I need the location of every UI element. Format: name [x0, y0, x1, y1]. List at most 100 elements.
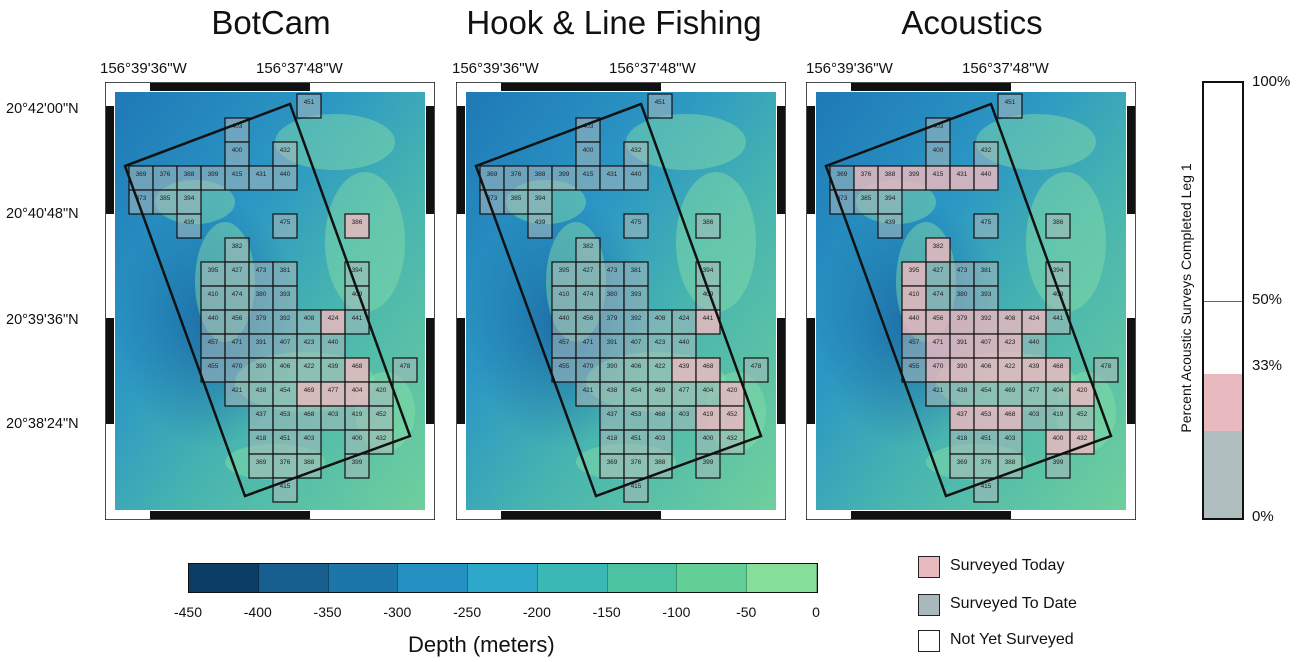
map-svg: 451 403 400 432 369 376 388 399 415 431 440 373 385 3… — [456, 82, 786, 520]
cell-number: 393 — [280, 291, 291, 298]
cell-number: 408 — [655, 315, 666, 322]
lon-label: 156°37'48"W — [609, 60, 696, 77]
cell-number: 418 — [256, 435, 267, 442]
cell-number: 403 — [933, 123, 944, 130]
legend-label-not-surveyed: Not Yet Surveyed — [950, 631, 1074, 648]
colorbar-tick-label: -400 — [243, 604, 272, 620]
survey-cell-to-date — [973, 429, 999, 455]
lon-label: 156°37'48"W — [256, 60, 343, 77]
survey-cell-today — [344, 357, 370, 383]
cell-number: 373 — [136, 195, 147, 202]
survey-cell-to-date — [200, 357, 226, 383]
colorbar-segment — [607, 564, 678, 592]
survey-cell-to-date — [877, 189, 903, 215]
colorbar-tick-label: -350 — [313, 604, 342, 620]
survey-cell-to-date — [949, 261, 975, 287]
survey-cell-to-date — [224, 357, 250, 383]
survey-cell-to-date — [176, 165, 202, 191]
survey-cell-to-date — [248, 429, 274, 455]
cell-number: 380 — [957, 291, 968, 298]
survey-cell-to-date — [647, 453, 673, 479]
cell-number: 399 — [352, 459, 363, 466]
cell-number: 410 — [208, 291, 219, 298]
frame-tick-bar — [501, 83, 661, 91]
cell-number: 474 — [232, 291, 243, 298]
cell-number: 380 — [607, 291, 618, 298]
cell-number: 471 — [232, 339, 243, 346]
colorbar-segment — [468, 564, 538, 592]
frame-tick-bar — [457, 318, 465, 424]
survey-cell-to-date — [623, 333, 649, 359]
cell-number: 382 — [933, 243, 944, 250]
cell-number: 474 — [583, 291, 594, 298]
lat-label: 20°38'24"N — [6, 416, 79, 432]
cell-number: 403 — [1029, 411, 1040, 418]
survey-cell-to-date — [599, 357, 625, 383]
pct-label-50: 50% — [1252, 291, 1283, 308]
survey-cell-to-date — [949, 453, 975, 479]
lat-label: 20°42'00"N — [6, 101, 79, 117]
survey-cell-today — [973, 405, 999, 431]
cell-number: 399 — [1053, 459, 1064, 466]
cell-number: 423 — [655, 339, 666, 346]
survey-cell-to-date — [973, 453, 999, 479]
survey-cell-to-date — [551, 165, 577, 191]
cell-number: 376 — [631, 459, 642, 466]
cell-number: 408 — [304, 315, 315, 322]
survey-cell-to-date — [925, 261, 951, 287]
cell-number: 391 — [607, 339, 618, 346]
survey-cell-to-date — [224, 333, 250, 359]
cell-number: 423 — [1005, 339, 1016, 346]
survey-cell-to-date — [344, 405, 370, 431]
cell-number: 415 — [232, 171, 243, 178]
survey-cell-to-date — [272, 357, 298, 383]
frame-tick-bar — [851, 83, 1011, 91]
survey-cell-to-date — [368, 405, 394, 431]
cell-number: 439 — [328, 363, 339, 370]
survey-cell-to-date — [623, 357, 649, 383]
cell-number: 441 — [352, 315, 363, 322]
cell-number: 475 — [981, 219, 992, 226]
cell-number: 457 — [559, 339, 570, 346]
survey-cell-to-date — [973, 477, 999, 503]
cell-number: 475 — [631, 219, 642, 226]
cell-number: 403 — [583, 123, 594, 130]
survey-cell-today — [1021, 309, 1047, 335]
colorbar-tick-label: -200 — [522, 604, 551, 620]
cell-number: 455 — [208, 363, 219, 370]
survey-cell-to-date — [1021, 405, 1047, 431]
cell-number: 404 — [1053, 387, 1064, 394]
map-svg: 451 403 400 432 369 376 388 399 415 431 440 373 385 3… — [105, 82, 435, 520]
survey-cell-today — [997, 405, 1023, 431]
cell-number: 415 — [280, 483, 291, 490]
survey-cell-to-date — [671, 309, 697, 335]
survey-cell-to-date — [272, 141, 298, 167]
colorbar-tick-label: -450 — [173, 604, 203, 620]
colorbar-segment — [747, 564, 818, 592]
cell-number: 475 — [280, 219, 291, 226]
legend-swatch-to-date — [918, 594, 940, 616]
cell-number: 400 — [703, 435, 714, 442]
survey-cell-to-date — [599, 429, 625, 455]
survey-cell-to-date — [949, 285, 975, 311]
survey-cell-to-date — [527, 213, 553, 239]
cell-number: 399 — [703, 459, 714, 466]
cell-number: 399 — [909, 171, 920, 178]
survey-cell-to-date — [647, 333, 673, 359]
survey-cell-today — [925, 165, 951, 191]
survey-cell-to-date — [272, 381, 298, 407]
cell-number: 456 — [933, 315, 944, 322]
survey-cell-today — [1045, 429, 1071, 455]
progress-fill-to-date — [1204, 431, 1242, 518]
frame-tick-bar — [807, 106, 815, 214]
cell-number: 390 — [957, 363, 968, 370]
survey-cell-today — [949, 165, 975, 191]
cell-number: 381 — [280, 267, 291, 274]
survey-cell-to-date — [272, 165, 298, 191]
survey-cell-today — [997, 333, 1023, 359]
cell-number: 421 — [933, 387, 944, 394]
cell-number: 394 — [703, 267, 714, 274]
survey-cell-to-date — [575, 381, 601, 407]
survey-area-outline — [123, 102, 412, 498]
cell-number: 440 — [981, 171, 992, 178]
